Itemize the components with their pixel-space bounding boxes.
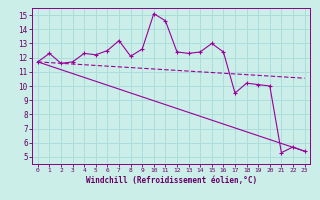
X-axis label: Windchill (Refroidissement éolien,°C): Windchill (Refroidissement éolien,°C): [86, 176, 257, 185]
